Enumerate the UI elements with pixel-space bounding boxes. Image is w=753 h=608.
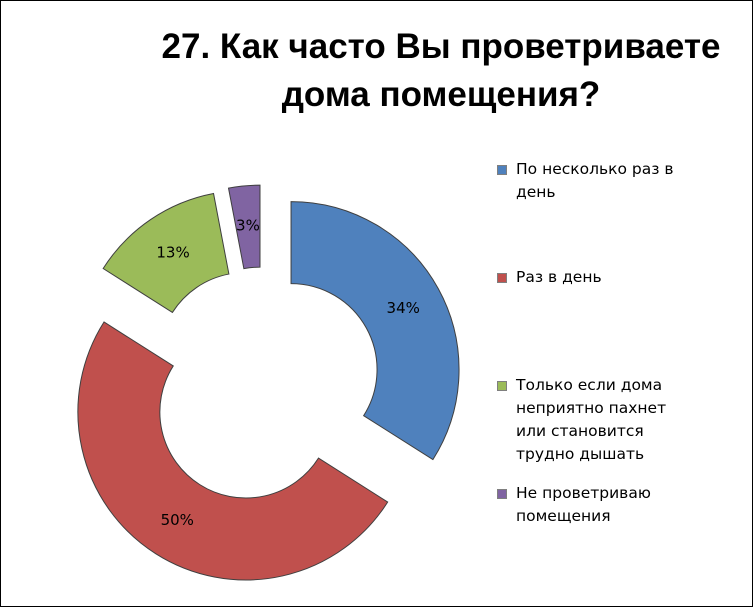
- slice-never: [227, 184, 261, 270]
- slice-several-times: [290, 201, 460, 461]
- legend-swatch-never: [497, 489, 507, 499]
- legend-label-several-times: По несколько раз в день: [516, 160, 674, 201]
- legend-swatch-only-if-smells: [497, 381, 507, 391]
- chart-title-line-1: 27. Как часто Вы проветриваете: [161, 27, 721, 66]
- slice-once-a-day: [77, 321, 389, 581]
- slice-labels: 34% 50% 13% 3%: [156, 217, 419, 529]
- doughnut-slices: [77, 184, 460, 581]
- slice-only-if-smells: [102, 192, 230, 314]
- legend-label-once-a-day: Раз в день: [516, 268, 602, 286]
- legend-swatch-several-times: [497, 165, 507, 175]
- slice-label-never: 3%: [236, 217, 260, 235]
- legend-label-never: Не проветриваю помещения: [516, 484, 651, 525]
- chart-title-line-2: дома помещения?: [281, 75, 601, 114]
- legend-label-only-if-smells: Только если дома неприятно пахнет или ст…: [516, 376, 667, 463]
- legend-swatch-once-a-day: [497, 273, 507, 283]
- slice-label-only-if-smells: 13%: [156, 244, 189, 262]
- chart-title: 27. Как часто Вы проветриваете дома поме…: [121, 23, 753, 119]
- slice-label-once-a-day: 50%: [161, 511, 194, 529]
- slice-label-several-times: 34%: [387, 299, 420, 317]
